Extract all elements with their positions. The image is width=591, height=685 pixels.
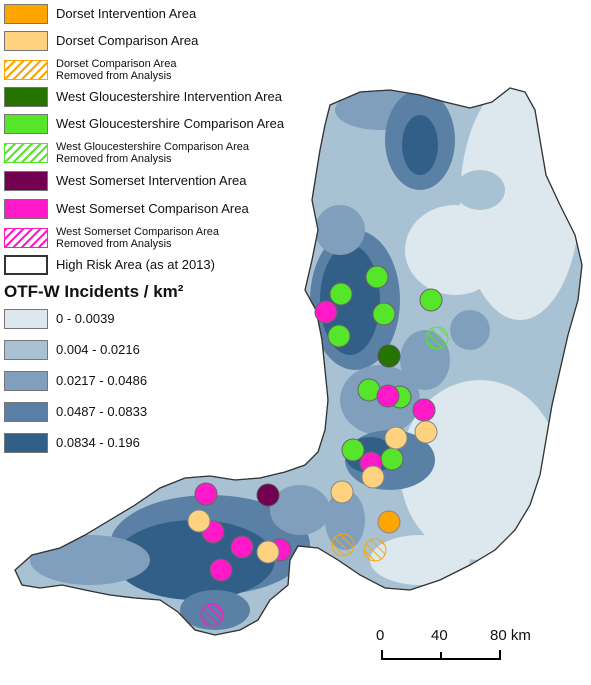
swatch (4, 31, 48, 51)
dorset-comparison-areas (187, 420, 438, 564)
density-surface (30, 88, 580, 630)
area-marker (330, 480, 354, 504)
swatch (4, 143, 48, 163)
swatch (4, 228, 48, 248)
area-marker (341, 438, 365, 462)
swatch (4, 255, 48, 275)
area-marker (412, 398, 436, 422)
legend-label: High Risk Area (as at 2013) (56, 257, 215, 272)
swatch (4, 199, 48, 219)
legend-label: Dorset Intervention Area (56, 6, 197, 21)
area-marker (380, 447, 404, 471)
swatch (4, 4, 48, 24)
density-class: 0.0834 - 0.196 (4, 433, 140, 453)
area-marker (209, 558, 233, 582)
area-marker (194, 482, 218, 506)
swatch (4, 171, 48, 191)
wg-comparison-areas (327, 265, 443, 471)
swatch (4, 60, 48, 80)
swatch (4, 87, 48, 107)
scale-tick-40: 40 (431, 627, 448, 644)
legend-item-dorset-removed: Dorset Comparison Area Removed from Analy… (4, 58, 176, 82)
area-marker (230, 535, 254, 559)
legend-label: Dorset Comparison Area (56, 33, 199, 48)
dorset-intervention-area (377, 510, 401, 534)
area-marker (384, 426, 408, 450)
legend-item-ws-comparison: West Somerset Comparison Area (4, 199, 249, 219)
swatch (4, 309, 48, 329)
legend-item-wg-comparison: West Gloucestershire Comparison Area (4, 114, 284, 134)
legend-label: West Gloucestershire Comparison Area Remo… (56, 141, 249, 165)
area-marker (314, 300, 338, 324)
legend-item-wg-intervention: West Gloucestershire Intervention Area (4, 87, 282, 107)
area-marker (414, 420, 438, 444)
swatch (4, 340, 48, 360)
high-risk-outline (14, 87, 583, 636)
area-marker (372, 302, 396, 326)
density-label: 0 - 0.0039 (56, 311, 115, 326)
dorset-removed-area (331, 533, 355, 557)
scale-tick-0: 0 (376, 627, 385, 644)
swatch (4, 114, 48, 134)
density-class: 0.0217 - 0.0486 (4, 371, 147, 391)
wg-intervention-area (377, 344, 401, 368)
legend-label: West Somerset Comparison Area Removed fro… (56, 226, 220, 250)
density-label: 0.004 - 0.0216 (56, 342, 140, 357)
dorset-removed-area (363, 538, 387, 562)
ws-intervention-area (256, 483, 280, 507)
wg-removed-area (425, 326, 449, 350)
density-label: 0.0217 - 0.0486 (56, 373, 148, 388)
legend-item-dorset-intervention: Dorset Intervention Area (4, 4, 196, 24)
density-label: 0.0834 - 0.196 (56, 435, 140, 450)
scale-bar (381, 650, 501, 660)
legend-item-ws-removed: West Somerset Comparison Area Removed fro… (4, 226, 219, 250)
density-class: 0.0487 - 0.0833 (4, 402, 147, 422)
density-legend-title: OTF-W Incidents / km² (4, 282, 184, 301)
area-marker (329, 282, 353, 306)
area-marker (376, 384, 400, 408)
density-class: 0 - 0.0039 (4, 309, 115, 329)
area-marker (187, 509, 211, 533)
scale-tick-80: 80 km (490, 627, 531, 644)
area-marker (327, 324, 351, 348)
legend-label: Dorset Comparison Area Removed from Analy… (56, 58, 177, 82)
legend-item-high-risk: High Risk Area (as at 2013) (4, 255, 215, 275)
swatch (4, 371, 48, 391)
legend-item-ws-intervention: West Somerset Intervention Area (4, 171, 247, 191)
density-class: 0.004 - 0.0216 (4, 340, 140, 360)
legend-item-dorset-comparison: Dorset Comparison Area (4, 31, 198, 51)
legend-label: West Somerset Comparison Area (56, 201, 249, 216)
density-label: 0.0487 - 0.0833 (56, 404, 148, 419)
legend-label: West Somerset Intervention Area (56, 173, 247, 188)
area-marker (256, 540, 280, 564)
swatch (4, 433, 48, 453)
swatch (4, 402, 48, 422)
area-marker (365, 265, 389, 289)
legend-label: West Gloucestershire Comparison Area (56, 116, 285, 131)
legend-item-wg-removed: West Gloucestershire Comparison Area Remo… (4, 141, 249, 165)
area-marker (361, 465, 385, 489)
area-marker (419, 288, 443, 312)
ws-removed-area (200, 603, 224, 627)
legend-label: West Gloucestershire Intervention Area (56, 89, 282, 104)
